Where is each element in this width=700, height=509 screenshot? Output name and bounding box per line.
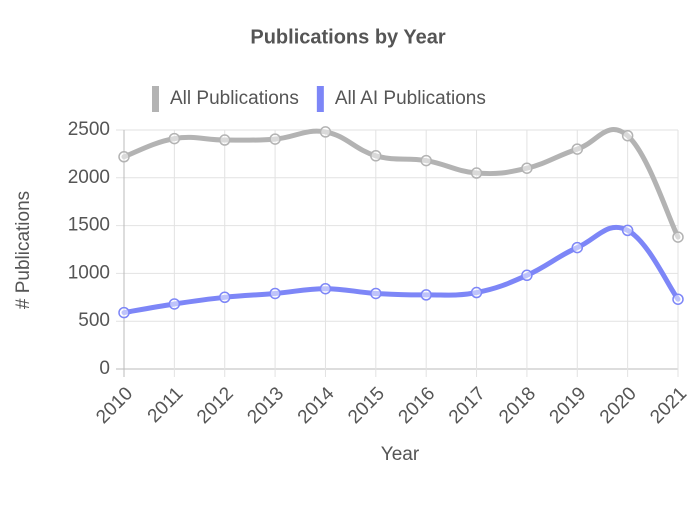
- data-point: [571, 241, 584, 254]
- data-point: [521, 162, 533, 174]
- data-point: [470, 167, 483, 179]
- data-point: [621, 224, 634, 237]
- x-tick-label: 2016: [395, 383, 440, 428]
- data-point: [269, 133, 281, 145]
- data-point: [571, 143, 584, 155]
- legend-swatch: [152, 86, 159, 112]
- y-tick-label: 0: [99, 358, 110, 379]
- data-point: [370, 287, 382, 300]
- data-point: [118, 306, 130, 319]
- x-tick-label: 2018: [495, 383, 540, 428]
- data-point: [621, 129, 634, 142]
- data-point: [470, 286, 483, 299]
- x-tick-label: 2014: [294, 383, 339, 428]
- legend-label: All AI Publications: [335, 88, 486, 109]
- y-tick-label: 500: [78, 310, 110, 331]
- y-tick-label: 2500: [68, 119, 110, 140]
- data-point: [672, 231, 684, 243]
- y-axis-title: # Publications: [13, 191, 34, 309]
- x-axis-title: Year: [381, 444, 420, 465]
- x-tick-label: 2020: [596, 383, 641, 428]
- y-tick-label: 1000: [68, 262, 110, 283]
- data-point: [319, 126, 332, 138]
- x-tick-label: 2017: [445, 383, 490, 428]
- data-point: [319, 282, 332, 295]
- series-line: [121, 224, 681, 316]
- chart-title: Publications by Year: [250, 26, 445, 48]
- data-point: [118, 151, 130, 163]
- data-point: [521, 269, 533, 282]
- data-point: [168, 132, 181, 145]
- data-point: [370, 150, 382, 162]
- y-tick-label: 2000: [68, 167, 110, 188]
- x-tick-label: 2010: [92, 383, 137, 428]
- x-tick-label: 2021: [646, 383, 691, 428]
- data-point: [218, 134, 231, 146]
- data-point: [672, 293, 684, 305]
- data-point: [269, 287, 281, 300]
- x-tick-label: 2012: [193, 383, 238, 428]
- data-point: [218, 291, 231, 304]
- x-tick-label: 2015: [344, 383, 389, 428]
- data-point: [420, 289, 432, 301]
- legend-label: All Publications: [170, 88, 299, 109]
- x-tick-label: 2019: [546, 383, 591, 428]
- series-line: [121, 127, 681, 240]
- y-tick-label: 1500: [68, 215, 110, 236]
- data-point: [168, 298, 181, 310]
- legend-swatch: [316, 86, 324, 112]
- x-tick-label: 2011: [144, 383, 188, 427]
- x-tick-label: 2013: [243, 383, 288, 428]
- data-point: [420, 154, 432, 167]
